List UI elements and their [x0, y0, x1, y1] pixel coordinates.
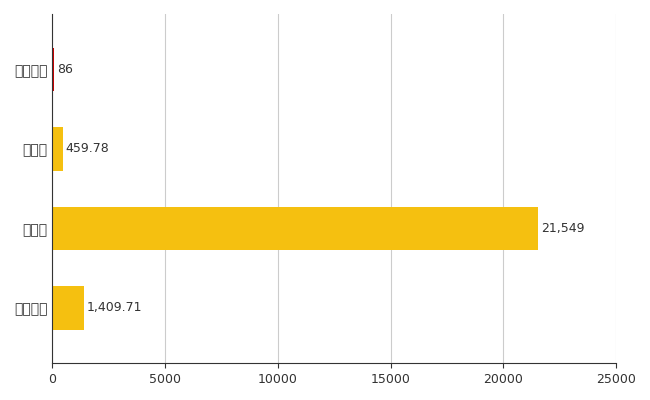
Bar	[52, 48, 54, 91]
Text: 21,549: 21,549	[541, 222, 584, 235]
Bar	[52, 206, 538, 250]
Bar	[52, 286, 84, 330]
Text: 1,409.71: 1,409.71	[86, 301, 142, 314]
Text: 459.78: 459.78	[66, 142, 109, 156]
Text: 86: 86	[57, 63, 73, 76]
Bar	[52, 127, 62, 171]
